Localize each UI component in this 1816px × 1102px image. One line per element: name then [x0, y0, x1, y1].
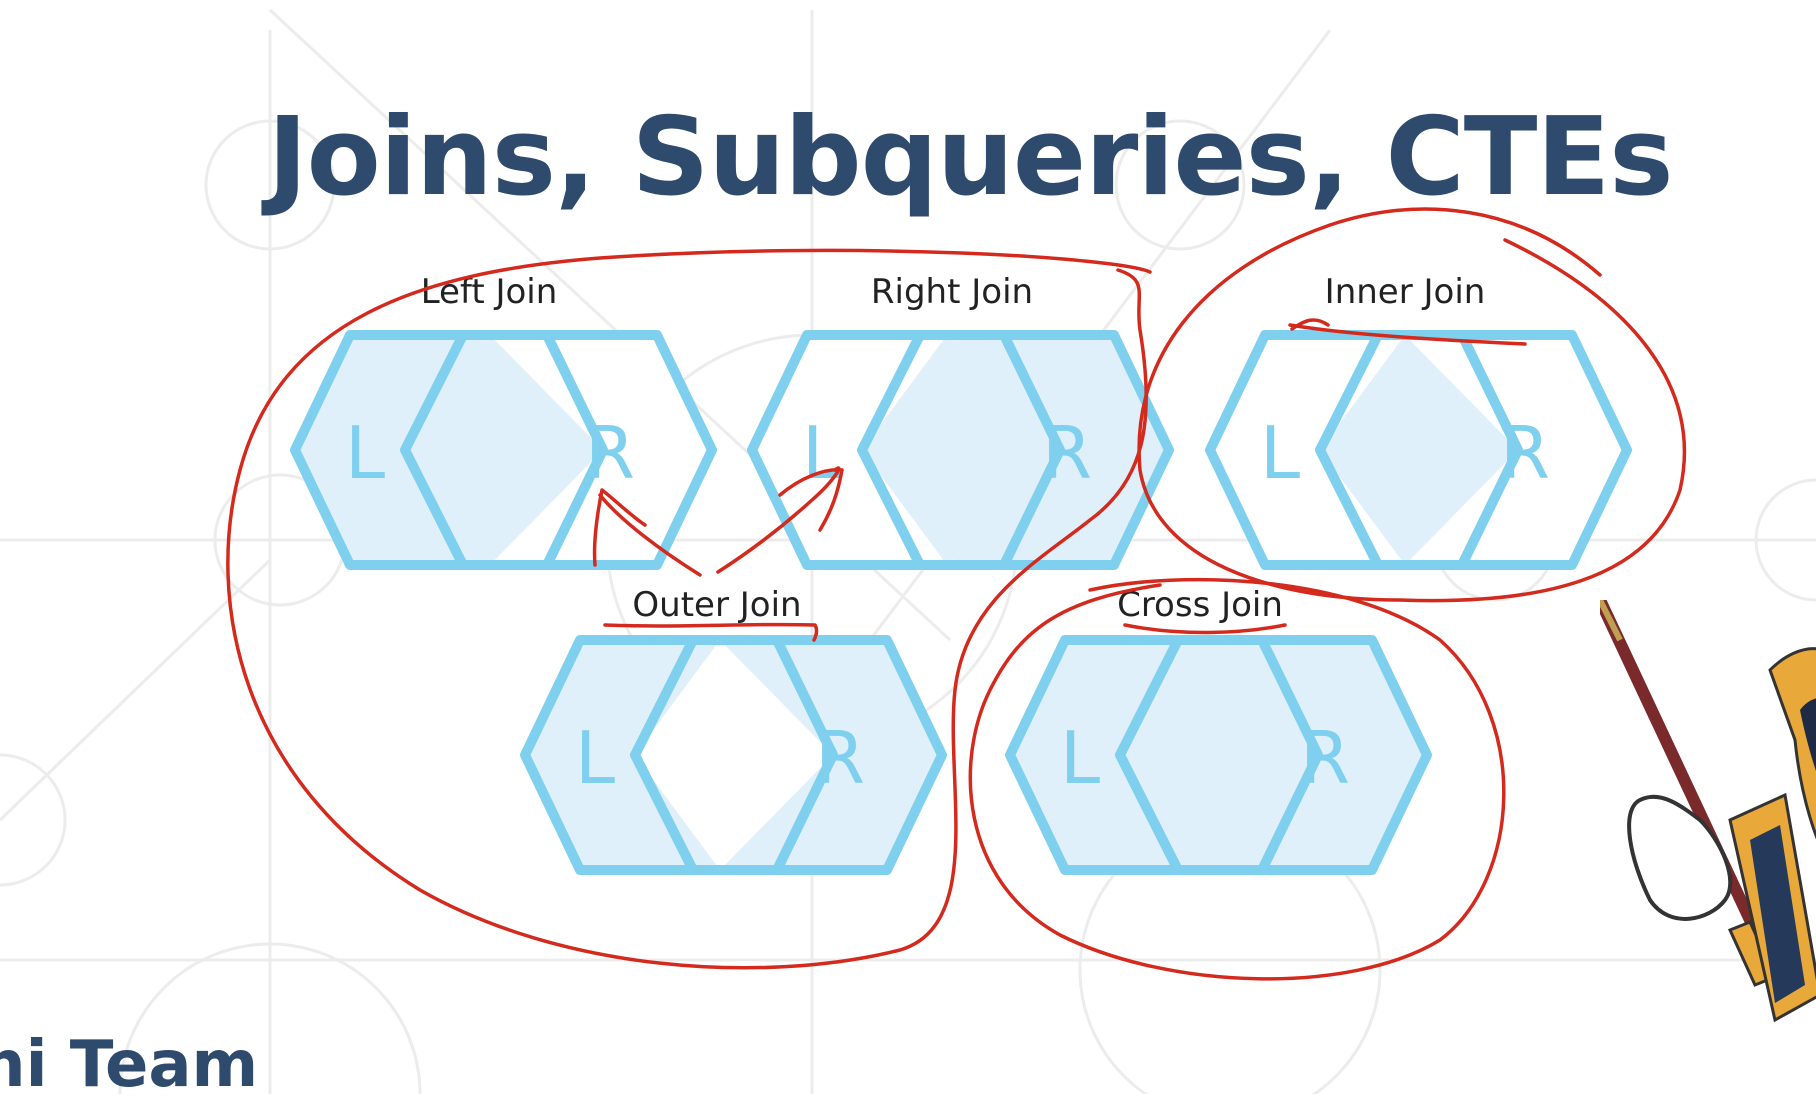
- annotation-arrowhead-left: [592, 488, 647, 567]
- hexagon-right-left-join: [400, 330, 717, 570]
- region-left-left-join: [295, 335, 490, 565]
- hexagon-right-cross-join: [1115, 635, 1432, 875]
- region-left-right-join: [752, 335, 947, 565]
- letter-left-cross-join: L: [1060, 716, 1100, 800]
- region-right-inner-join: [1405, 335, 1627, 565]
- letter-left-right-join: L: [802, 411, 842, 495]
- annotation-tick-inner: [1290, 318, 1330, 331]
- region-left-inner-join: [1210, 335, 1405, 565]
- footer-team-text: ni Team: [0, 1028, 259, 1102]
- hexagon-right-right-join: [857, 330, 1174, 570]
- annotation-arrowhead-right: [778, 468, 844, 532]
- label-outer-join: Outer Join: [632, 585, 802, 625]
- region-middle-inner-join: [1320, 335, 1518, 565]
- region-left-cross-join: [1010, 640, 1205, 870]
- hexagon-right-outer-join: [630, 635, 947, 875]
- hexagon-left-left-join: [290, 330, 608, 570]
- label-cross-join: Cross Join: [1117, 585, 1283, 625]
- annotation-loop-inner: [1137, 207, 1687, 603]
- label-right-join: Right Join: [870, 272, 1034, 312]
- hexagon-left-inner-join: [1205, 330, 1523, 570]
- letter-left-inner-join: L: [1260, 411, 1300, 495]
- annotation-arrow-left: [598, 493, 702, 577]
- annotation-loop-left-right-outer: [226, 248, 1152, 970]
- region-middle-cross-join: [1120, 640, 1318, 870]
- region-middle-right-join: [862, 335, 1060, 565]
- annotation-underline-inner: [1288, 323, 1527, 346]
- slide-title: Joins, Subqueries, CTEs: [267, 95, 1673, 220]
- label-left-join: Left Join: [420, 272, 558, 312]
- pointer-mascot-icon: [1600, 600, 1816, 1023]
- hexagon-left-right-join: [747, 330, 1065, 570]
- region-right-right-join: [947, 335, 1169, 565]
- letter-left-outer-join: L: [575, 716, 615, 800]
- annotation-loop-cross: [968, 577, 1506, 981]
- letter-right-cross-join: R: [1300, 716, 1350, 800]
- region-right-left-join: [490, 335, 712, 565]
- letter-right-outer-join: R: [815, 716, 865, 800]
- region-middle-outer-join: [635, 640, 833, 870]
- letter-right-left-join: R: [585, 411, 635, 495]
- annotation-arrow-right: [716, 466, 841, 574]
- hexagon-left-outer-join: [520, 635, 838, 875]
- label-inner-join: Inner Join: [1324, 272, 1486, 312]
- annotation-underline-outer: [603, 622, 819, 642]
- letter-right-inner-join: R: [1500, 411, 1550, 495]
- annotation-underline-cross: [1123, 623, 1287, 635]
- region-right-outer-join: [720, 640, 942, 870]
- region-middle-left-join: [405, 335, 603, 565]
- letter-left-left-join: L: [345, 411, 385, 495]
- region-right-cross-join: [1205, 640, 1427, 870]
- region-left-outer-join: [525, 640, 720, 870]
- letter-right-right-join: R: [1042, 411, 1092, 495]
- hexagon-left-cross-join: [1005, 635, 1323, 875]
